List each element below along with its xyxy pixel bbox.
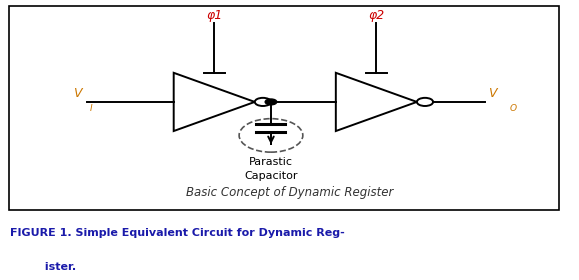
- Circle shape: [265, 99, 277, 105]
- Text: Basic Concept of Dynamic Register: Basic Concept of Dynamic Register: [186, 186, 393, 199]
- Text: Parastic
Capacitor: Parastic Capacitor: [244, 157, 298, 181]
- Text: ister.: ister.: [10, 262, 76, 272]
- Text: FIGURE 1. Simple Equivalent Circuit for Dynamic Reg-: FIGURE 1. Simple Equivalent Circuit for …: [10, 228, 345, 238]
- Text: I: I: [90, 104, 93, 113]
- Text: V: V: [488, 87, 497, 100]
- Text: V: V: [72, 87, 81, 100]
- Text: φ1: φ1: [206, 9, 222, 22]
- Text: O: O: [510, 104, 516, 113]
- Text: φ2: φ2: [368, 9, 384, 22]
